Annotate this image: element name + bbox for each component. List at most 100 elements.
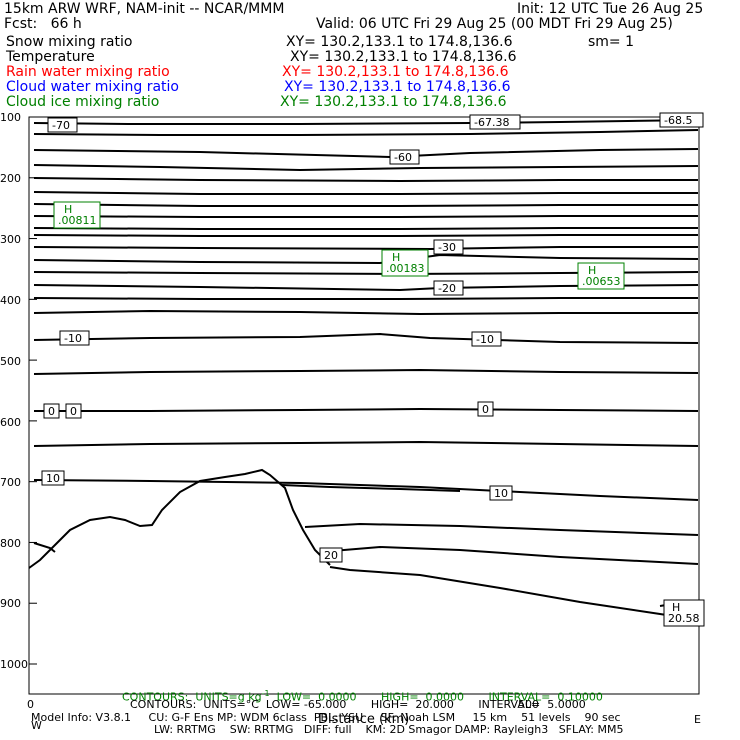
y-tick-300: 300 — [0, 233, 21, 246]
y-tick-200: 200 — [0, 172, 21, 185]
isotherm-4 — [33, 177, 698, 183]
field-name-snow: Snow mixing ratio — [6, 34, 133, 50]
isotherm-21 — [304, 522, 699, 536]
isotherm-10b — [33, 479, 699, 501]
isotherm-14 — [33, 297, 698, 300]
isotherm-label-11: 10 — [46, 472, 60, 485]
isotherm-label-box-10 — [477, 401, 494, 417]
temperature-contours — [28, 119, 699, 621]
temperature-max-value: 20.58 — [668, 612, 700, 625]
isotherm-label-4: -30 — [438, 241, 456, 254]
temperature-max-mark: H — [672, 601, 680, 614]
isotherm-label-box-4 — [433, 239, 464, 255]
isotherm-minus70 — [33, 119, 699, 125]
isotherm-label-box-7 — [471, 331, 502, 347]
y-tick-1000: 1000 — [0, 658, 28, 671]
isotherm-label-box-0 — [47, 117, 78, 133]
isotherm-17 — [33, 368, 699, 375]
isotherm-terrain-left — [33, 542, 56, 553]
isotherm-label-0: -70 — [52, 119, 70, 132]
isotherm-label-5: -20 — [438, 282, 456, 295]
valid-time: Valid: 06 UTC Fri 29 Aug 25 (00 MDT Fri … — [316, 16, 673, 32]
isotherm-label-2: -68.5 — [664, 114, 692, 127]
isotherm-label-box-8 — [43, 403, 60, 419]
isotherm-10 — [33, 246, 698, 251]
isotherm-label-13: 20 — [324, 549, 338, 562]
isotherm-20 — [329, 566, 699, 621]
isotherm-5 — [33, 191, 698, 195]
y-tick-700: 700 — [0, 476, 21, 489]
isotherm-label-1: -67.38 — [474, 116, 509, 129]
isotherm-2 — [33, 148, 699, 159]
isotherm-1 — [33, 129, 699, 136]
isotherm-label-10: 0 — [482, 403, 489, 416]
isotherm-7 — [33, 215, 698, 218]
isotherm-label-box-3 — [389, 149, 420, 165]
isotherm-label-6: -10 — [64, 332, 82, 345]
field-xy-snow: XY= 130.2,133.1 to 174.8,136.6 — [286, 34, 513, 50]
isotherm-terrain-mid — [281, 484, 461, 492]
y-axis-ticks — [29, 116, 37, 665]
cloud-ice-max-box-2 — [577, 262, 625, 290]
temperature-max-box — [663, 599, 705, 627]
init-time: Init: 12 UTC Tue 26 Aug 25 — [517, 1, 704, 17]
cloud-ice-max-mark-2: H — [588, 264, 596, 277]
isotherm-6 — [33, 203, 698, 207]
field-name-temperature: Temperature — [6, 49, 95, 65]
cloud-ice-max-mark-0: H — [64, 203, 72, 216]
west-end-label: W — [31, 719, 42, 732]
isotherm-label-12: 10 — [494, 487, 508, 500]
field-name-cloud-water: Cloud water mixing ratio — [6, 79, 179, 95]
y-tick-400: 400 — [0, 294, 21, 307]
isotherm-label-box-5 — [433, 280, 464, 296]
forecast-hour: Fcst: 66 h — [4, 16, 82, 32]
isotherm-label-box-1 — [469, 114, 521, 130]
y-tick-500: 500 — [0, 355, 21, 368]
plot-frame — [28, 116, 700, 695]
isotherm-label-box-13 — [319, 547, 343, 563]
cloud-ice-max-value-2: .00653 — [582, 275, 621, 288]
field-xy-cloud-water: XY= 130.2,133.1 to 174.8,136.6 — [284, 79, 511, 95]
isotherm-label-7: -10 — [476, 333, 494, 346]
isotherm-label-box-9 — [65, 403, 82, 419]
field-xy-temperature: XY= 130.2,133.1 to 174.8,136.6 — [290, 49, 517, 65]
y-tick-900: 900 — [0, 597, 21, 610]
isotherm-label-8: 0 — [48, 405, 55, 418]
temperature-contour-info: CONTOURS: UNITS=°C LOW= -65.000 HIGH= 20… — [130, 698, 586, 711]
x-axis-label: Distance (km) — [318, 712, 410, 727]
x-tick-0: 0 — [27, 698, 34, 711]
cloud-ice-max-mark-1: H — [392, 251, 400, 264]
y-tick-800: 800 — [0, 537, 21, 550]
y-tick-100: 100 — [0, 111, 21, 124]
isotherm-9 — [33, 234, 698, 237]
isotherm-label-box-2 — [659, 112, 704, 128]
isotherm-minus60 — [33, 164, 699, 172]
isotherm-minus30 — [33, 253, 699, 265]
east-end-label: E — [694, 713, 701, 726]
isotherm-minus10 — [33, 332, 699, 344]
isotherm-15 — [33, 309, 698, 316]
field-xy-rain: XY= 130.2,133.1 to 174.8,136.6 — [282, 64, 509, 80]
cloud-ice-max-value-0: .00811 — [58, 214, 97, 227]
model-info-line2: LW: RRTMG SW: RRTMG DIFF: full KM: 2D Sm… — [154, 723, 624, 736]
terrain — [28, 468, 331, 569]
isotherm-label-box-12 — [489, 485, 513, 501]
x-tick-500: 500 — [518, 698, 539, 711]
model-info-line1: Model Info: V3.8.1 CU: G-F Ens MP: WDM 6… — [31, 711, 621, 724]
field-smooth: sm= 1 — [588, 34, 635, 50]
isotherm-label-9: 0 — [70, 405, 77, 418]
field-xy-cloud-ice: XY= 130.2,133.1 to 174.8,136.6 — [280, 94, 507, 110]
isotherm-22 — [319, 545, 699, 565]
isotherm-label-box-6 — [59, 330, 90, 346]
isotherm-19 — [33, 440, 699, 447]
isotherm-label-box-11 — [41, 470, 65, 486]
field-name-cloud-ice: Cloud ice mixing ratio — [6, 94, 160, 110]
cloud-ice-max-box-1 — [381, 249, 429, 277]
isotherm-0 — [34, 407, 699, 412]
cloud-ice-contour-info: CONTOURS: UNITS=g kg-1 LOW= 0.0000 HIGH=… — [122, 689, 603, 704]
isotherm-label-3: -60 — [394, 151, 412, 164]
y-tick-600: 600 — [0, 416, 21, 429]
isotherm-8 — [33, 227, 698, 230]
contour-labels: -70 -67.38 -68.5 -60 -30 -20 -10 -10 0 0 0 10 10 20 H.… — [41, 112, 705, 627]
